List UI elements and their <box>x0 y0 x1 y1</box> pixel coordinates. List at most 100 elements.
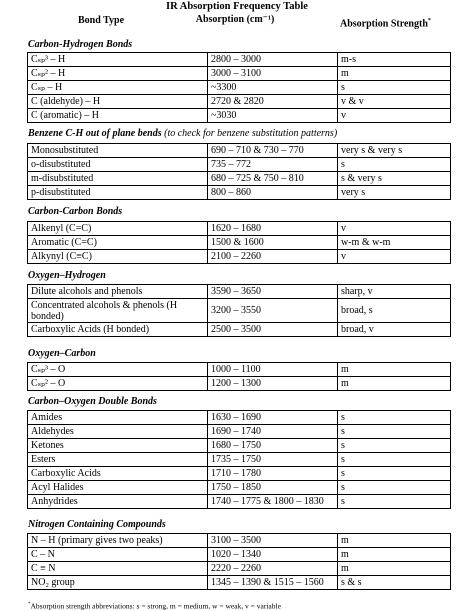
absorption-cell: 1620 – 1680 <box>207 221 338 236</box>
strength-cell: s & s <box>337 575 451 590</box>
strength-cell: v <box>337 108 451 123</box>
bond-cell: N – H (primary gives two peaks) <box>27 533 208 548</box>
bond-cell: Aromatic (C=C) <box>27 235 208 250</box>
strength-cell: m <box>337 561 451 576</box>
absorption-cell: 2500 – 3500 <box>207 322 338 337</box>
absorption-cell: 1690 – 1740 <box>207 424 338 439</box>
strength-cell: w-m & w-m <box>337 235 451 250</box>
table-row: Cₛₚ² – O 1200 – 1300 m <box>27 376 451 391</box>
strength-cell: s <box>337 466 451 481</box>
section-title-carbon-oxygen-double: Carbon–Oxygen Double Bonds <box>28 396 157 407</box>
absorption-cell: 690 – 710 & 730 – 770 <box>207 143 338 158</box>
absorption-cell: 2220 – 2260 <box>207 561 338 576</box>
strength-cell: s <box>337 410 451 425</box>
table-row: C ≡ N 2220 – 2260 m <box>27 561 451 576</box>
table-row: C (aromatic) – H ~3030 v <box>27 108 451 123</box>
strength-cell: v <box>337 249 451 264</box>
bond-cell: C – N <box>27 547 208 562</box>
absorption-cell: 1000 – 1100 <box>207 362 338 377</box>
strength-cell: s <box>337 480 451 495</box>
section-title-benzene: Benzene C-H out of plane bends (to check… <box>28 128 337 140</box>
absorption-cell: 1630 – 1690 <box>207 410 338 425</box>
absorption-cell: 1500 & 1600 <box>207 235 338 250</box>
bond-cell: Amides <box>27 410 208 425</box>
strength-cell: s & very s <box>337 171 451 186</box>
table-row: Monosubstituted 690 – 710 & 730 – 770 very… <box>27 143 451 158</box>
strength-cell: m <box>337 66 451 81</box>
table-row: Alkenyl (C=C) 1620 – 1680 v <box>27 221 451 236</box>
bond-cell: Anhydrides <box>27 494 208 509</box>
bond-cell: Acyl Halides <box>27 480 208 495</box>
strength-cell: broad, v <box>337 322 451 337</box>
table-row: Carboxylic Acids (H bonded) 2500 – 3500 br… <box>27 322 451 337</box>
bond-cell: C ≡ N <box>27 561 208 576</box>
bond-cell: Cₛₚ – H <box>27 80 208 95</box>
table-carbon-oxygen-double: Amides 1630 – 1690 s Aldehydes 1690 – 1740 s… <box>27 410 451 509</box>
absorption-cell: 1020 – 1340 <box>207 547 338 562</box>
absorption-cell: 1680 – 1750 <box>207 438 338 453</box>
strength-cell: v & v <box>337 94 451 109</box>
bond-cell: m-disubstituted <box>27 171 208 186</box>
section-title-oxygen-hydrogen: Oxygen–Hydrogen <box>28 270 106 281</box>
table-row: p-disubstituted 800 – 860 very s <box>27 185 451 200</box>
table-row: Dilute alcohols and phenols 3590 – 3650 sh… <box>27 284 451 299</box>
header-bond-type: Bond Type <box>78 15 125 26</box>
footnote: *Absorption strength abbreviations: s = … <box>28 600 281 611</box>
table-row: Concentrated alcohols & phenols (H bonde… <box>27 298 451 323</box>
absorption-cell: 680 – 725 & 750 – 810 <box>207 171 338 186</box>
absorption-cell: 3590 – 3650 <box>207 284 338 299</box>
table-row: Cₛₚ² – H 3000 – 3100 m <box>27 66 451 81</box>
bond-cell: Carboxylic Acids <box>27 466 208 481</box>
bond-cell: Esters <box>27 452 208 467</box>
footnote-marker: * <box>28 602 31 607</box>
strength-cell: s <box>337 438 451 453</box>
table-row: Anhydrides 1740 – 1775 & 1800 – 1830 s <box>27 494 451 509</box>
strength-cell: m <box>337 533 451 548</box>
absorption-cell: 3000 – 3100 <box>207 66 338 81</box>
bond-cell: Carboxylic Acids (H bonded) <box>27 322 208 337</box>
absorption-cell: 3100 – 3500 <box>207 533 338 548</box>
strength-cell: v <box>337 221 451 236</box>
table-row: Aldehydes 1690 – 1740 s <box>27 424 451 439</box>
section-note-benzene: (to check for benzene substitution patte… <box>164 128 338 139</box>
strength-cell: s <box>337 494 451 509</box>
absorption-cell: 1710 – 1780 <box>207 466 338 481</box>
absorption-cell: 1750 – 1850 <box>207 480 338 495</box>
section-title-benzene-label: Benzene C-H out of plane bends <box>28 128 162 139</box>
bond-cell: NO₂ group <box>27 575 208 590</box>
strength-cell: s <box>337 424 451 439</box>
bond-cell: Cₛₚ² – O <box>27 376 208 391</box>
table-row: Acyl Halides 1750 – 1850 s <box>27 480 451 495</box>
strength-cell: m <box>337 547 451 562</box>
strength-cell: very s <box>337 185 451 200</box>
table-row: o-disubstituted 735 – 772 s <box>27 157 451 172</box>
strength-cell: s <box>337 80 451 95</box>
strength-cell: broad, s <box>337 298 451 323</box>
absorption-cell: 1735 – 1750 <box>207 452 338 467</box>
section-title-oxygen-carbon: Oxygen–Carbon <box>28 348 96 359</box>
section-title-carbon-carbon: Carbon-Carbon Bonds <box>28 206 123 217</box>
bond-cell: p-disubstituted <box>27 185 208 200</box>
section-title-nitrogen: Nitrogen Containing Compounds <box>28 519 166 530</box>
table-row: Aromatic (C=C) 1500 & 1600 w-m & w-m <box>27 235 451 250</box>
bond-cell: Dilute alcohols and phenols <box>27 284 208 299</box>
absorption-cell: ~3300 <box>207 80 338 95</box>
bond-cell: Concentrated alcohols & phenols (H bonde… <box>27 298 208 323</box>
bond-cell: C (aromatic) – H <box>27 108 208 123</box>
header-strength-label: Absorption Strength <box>340 18 428 30</box>
strength-cell: m <box>337 362 451 377</box>
absorption-cell: 2720 & 2820 <box>207 94 338 109</box>
absorption-cell: 2800 – 3000 <box>207 52 338 67</box>
table-row: N – H (primary gives two peaks) 3100 – 35… <box>27 533 451 548</box>
absorption-cell: 2100 – 2260 <box>207 249 338 264</box>
bond-cell: Alkenyl (C=C) <box>27 221 208 236</box>
header-absorption: Absorption (cm⁻¹) <box>195 14 275 25</box>
strength-cell: sharp, v <box>337 284 451 299</box>
table-row: Cₛₚ – H ~3300 s <box>27 80 451 95</box>
table-oxygen-hydrogen: Dilute alcohols and phenols 3590 – 3650 sh… <box>27 284 451 337</box>
table-row: C (aldehyde) – H 2720 & 2820 v & v <box>27 94 451 109</box>
absorption-cell: 1200 – 1300 <box>207 376 338 391</box>
bond-cell: C (aldehyde) – H <box>27 94 208 109</box>
bond-cell: Cₛₚ³ – O <box>27 362 208 377</box>
